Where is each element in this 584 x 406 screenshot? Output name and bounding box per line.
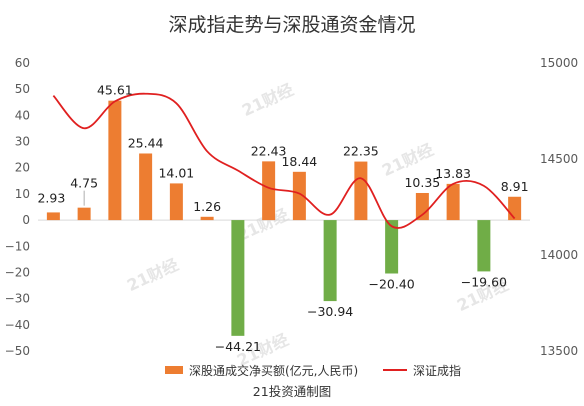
right-tick-label: 14000: [540, 248, 578, 262]
bar-label-13: 13.83: [435, 166, 471, 181]
bar-label-11: −20.40: [368, 277, 414, 292]
bar-label-5: 1.26: [193, 199, 221, 214]
bar-0: [46, 212, 60, 221]
bar-12: [415, 192, 429, 221]
bar-5: [200, 216, 214, 221]
left-tick-label: 20: [15, 161, 30, 175]
source-credit: 21投资通制图: [253, 384, 331, 399]
left-tick-label: 40: [15, 108, 30, 122]
left-tick-label: −50: [5, 344, 30, 358]
bar-label-6: −44.21: [215, 339, 261, 354]
left-tick-label: −30: [5, 292, 30, 306]
bar-label-9: −30.94: [307, 304, 353, 319]
legend-bar-swatch: [165, 366, 183, 374]
legend: 深股通成交净买额(亿元,人民币) 深证成指: [165, 363, 461, 378]
bar-label-8: 18.44: [281, 154, 317, 169]
bar-series: [46, 100, 522, 336]
watermark-0: 21财经: [239, 80, 296, 120]
bar-15: [508, 196, 522, 221]
bar-14: [477, 220, 491, 272]
left-tick-label: 30: [15, 135, 30, 149]
right-tick-label: 15000: [540, 56, 578, 70]
left-tick-label: 50: [15, 82, 30, 96]
bar-label-12: 10.35: [404, 175, 440, 190]
bar-label-7: 22.43: [251, 143, 287, 158]
right-tick-label: 14500: [540, 152, 578, 166]
bar-4: [169, 183, 183, 221]
line-series-shenzhen-component-index: [52, 92, 516, 229]
legend-bar-label: 深股通成交净买额(亿元,人民币): [189, 363, 358, 378]
bar-2: [108, 100, 122, 221]
left-tick-label: 60: [15, 56, 30, 70]
bar-8: [292, 171, 306, 221]
bar-13: [446, 183, 460, 221]
watermark-2: 21财经: [124, 255, 181, 295]
legend-line-label: 深证成指: [413, 363, 461, 378]
bar-11: [385, 220, 399, 274]
bar-label-14: −19.60: [461, 274, 507, 289]
bar-9: [323, 220, 337, 302]
bar-label-3: 25.44: [128, 135, 164, 150]
bar-label-10: 22.35: [343, 144, 379, 159]
bar-label-2: 45.61: [97, 83, 133, 98]
bar-10: [354, 161, 368, 221]
left-y-axis: 60 50 40 30 20 10 0 −10 −20 −30 −40 −50: [5, 56, 30, 358]
left-tick-label: −20: [5, 265, 30, 279]
bar-label-0: 2.93: [37, 190, 65, 205]
bar-6: [231, 220, 245, 336]
bar-1: [77, 207, 91, 221]
left-tick-label: −40: [5, 318, 30, 332]
bar-data-labels: 2.93 4.75 45.61 25.44 14.01 1.26 −44.21 22.4318…: [37, 83, 528, 354]
left-tick-label: −10: [5, 239, 30, 253]
bar-label-1: 4.75: [70, 176, 98, 191]
bar-label-4: 14.01: [158, 165, 194, 180]
chart-title: 深成指走势与深股通资金情况: [168, 14, 415, 36]
bar-label-15: 8.91: [501, 179, 529, 194]
right-tick-label: 13500: [540, 344, 578, 358]
bar-3: [139, 153, 153, 221]
right-y-axis: 15000 14500 14000 13500: [540, 56, 578, 358]
left-tick-label: 0: [22, 213, 30, 227]
bar-7: [262, 161, 276, 221]
left-tick-label: 10: [15, 187, 30, 201]
